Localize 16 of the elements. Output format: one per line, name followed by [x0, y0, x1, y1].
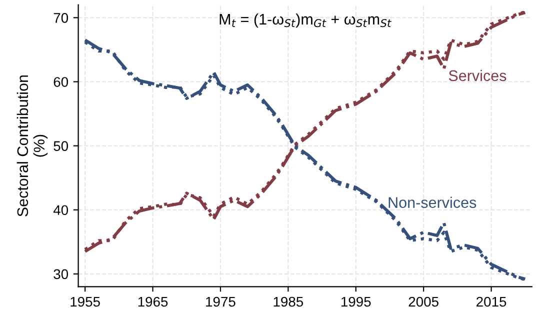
y-axis-title: Sectoral Contribution (%) [16, 75, 48, 216]
x-tick-label: 1955 [70, 296, 100, 307]
x-tick-label: 1965 [138, 296, 168, 307]
x-tick-label: 1975 [206, 296, 236, 307]
y-tick-label: 70 [54, 13, 68, 23]
x-tick-label: 2015 [476, 296, 506, 307]
y-tick-label: 50 [54, 141, 68, 151]
text: M$_{t}$ = (1-ω$_{St}$)m$_{Gt}$ + ω$_{St}$m$_{St}$ [220, 13, 392, 28]
y-tick-label: 60 [54, 77, 68, 87]
x-tick-label: 1985 [274, 296, 304, 307]
x-tick-label: 2005 [408, 296, 438, 307]
y-tick-label: 40 [53, 205, 68, 216]
series-label: Non-services [388, 196, 476, 208]
x-tick-label: 1995 [341, 296, 371, 307]
y-tick-label: 30 [54, 269, 68, 280]
series-label: Services [448, 70, 506, 82]
